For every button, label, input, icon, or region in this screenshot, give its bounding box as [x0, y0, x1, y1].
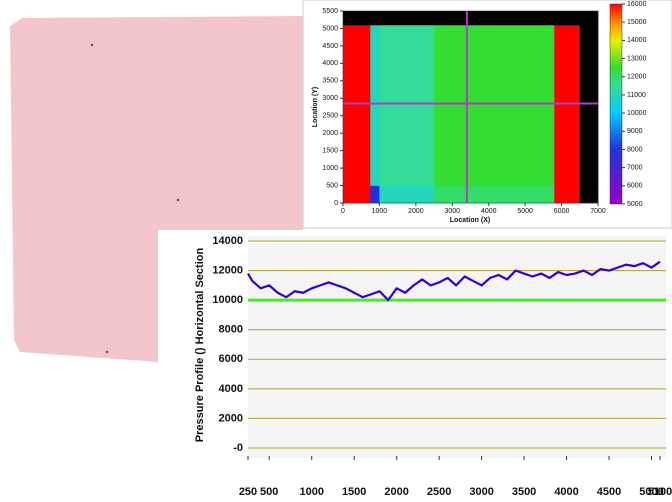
x-tick-label: 4000 — [481, 208, 497, 215]
heatmap-cell — [554, 186, 580, 204]
heatmap-cell — [379, 25, 434, 186]
y-tick-label: 12000 — [212, 264, 243, 276]
y-tick-label: 5500 — [322, 8, 338, 15]
y-tick-label: 6000 — [219, 353, 243, 365]
x-tick-label: 6000 — [554, 208, 570, 215]
x-tick-label: 2500 — [427, 486, 451, 498]
colorbar-tick-label: 9000 — [627, 128, 643, 135]
x-tick-label: 7000 — [590, 208, 606, 215]
paper-speck — [91, 44, 93, 46]
paper-speck — [177, 199, 179, 201]
y-tick-label: 8000 — [219, 324, 243, 336]
y-tick-label: 2500 — [322, 113, 338, 120]
x-tick-label: 3000 — [444, 208, 460, 215]
heatmap-cell — [580, 186, 599, 204]
colorbar-tick-label: 10000 — [627, 110, 647, 117]
x-tick-label: 2000 — [384, 486, 408, 498]
colorbar — [610, 4, 622, 204]
y-tick-label: 1500 — [322, 147, 338, 154]
x-tick-label: 3500 — [512, 486, 536, 498]
x-axis-label: Location (X) — [450, 217, 490, 224]
x-tick-label: 500 — [260, 486, 278, 498]
colorbar-tick-label: 15000 — [627, 19, 647, 26]
y-tick-label: 3500 — [322, 78, 338, 85]
colorbar-tick-label: 5000 — [627, 201, 643, 208]
heatmap-cell — [580, 11, 599, 25]
y-tick-label: 14000 — [212, 235, 243, 247]
colorbar-tick-label: 8000 — [627, 146, 643, 153]
colorbar-tick-label: 12000 — [627, 74, 647, 81]
x-tick-label: 2000 — [408, 208, 424, 215]
y-tick-label: 1000 — [322, 165, 338, 172]
colorbar-tick-label: 16000 — [627, 1, 647, 8]
y-tick-label: 3000 — [322, 95, 338, 102]
heatmap-cell — [370, 25, 379, 186]
heatmap-cell — [343, 186, 371, 204]
heatmap-cell — [554, 11, 580, 25]
heatmap-chart: Location (X) Location (Y) 0 1000 2000 3000 4… — [312, 1, 647, 224]
y-axis-label: Location (Y) — [312, 87, 319, 127]
heatmap-cell — [554, 25, 580, 186]
y-tick-label: 500 — [326, 182, 338, 189]
y-tick-label: 2000 — [322, 130, 338, 137]
heatmap-cell — [434, 11, 555, 25]
paper-speck — [106, 351, 108, 353]
colorbar-tick-label: 14000 — [627, 37, 647, 44]
y-tick-label: 4000 — [322, 60, 338, 67]
y-tick-label: 4000 — [219, 383, 243, 395]
x-tick-label: 1000 — [372, 208, 388, 215]
y-tick-label: -0 — [233, 442, 243, 454]
heatmap-cell — [370, 11, 379, 25]
x-tick-label: 4500 — [597, 486, 621, 498]
x-tick-label: 5100 — [648, 486, 672, 498]
x-tick-label: 1000 — [299, 486, 323, 498]
heatmap-cell — [379, 186, 434, 204]
x-tick-label: 3000 — [469, 486, 493, 498]
colorbar-tick-label: 6000 — [627, 183, 643, 190]
colorbar-tick-label: 7000 — [627, 164, 643, 171]
colorbar-tick-label: 11000 — [627, 92, 646, 99]
x-tick-label: 5000 — [517, 208, 533, 215]
heatmap-cell — [434, 25, 555, 186]
heatmap-cell — [343, 11, 371, 25]
x-tick-label: 250 — [239, 486, 257, 498]
y-axis-label: Pressure Profile () Horizontal Section — [194, 248, 206, 443]
y-tick-label: 0 — [334, 200, 338, 207]
heatmap-cell — [580, 25, 599, 186]
heatmap-cell — [370, 186, 379, 204]
y-tick-label: 10000 — [212, 294, 243, 306]
heatmap-cell — [379, 11, 434, 25]
y-tick-label: 2000 — [219, 412, 243, 424]
colorbar-tick-label: 13000 — [627, 55, 647, 62]
x-tick-label: 1500 — [342, 486, 366, 498]
x-tick-label: 4000 — [554, 486, 578, 498]
y-tick-label: 5000 — [322, 25, 338, 32]
y-tick-label: 4500 — [322, 43, 338, 50]
x-tick-label: 0 — [341, 208, 345, 215]
heatmap-cell — [343, 25, 371, 186]
heatmap-cell — [434, 186, 555, 204]
